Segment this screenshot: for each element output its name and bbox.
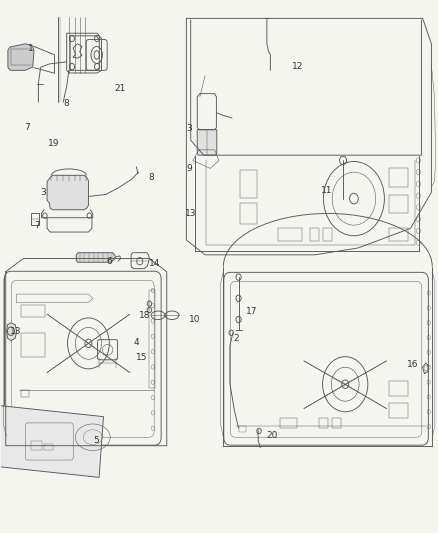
Bar — [31, 441, 42, 450]
Bar — [280, 418, 297, 428]
Text: 8: 8 — [148, 173, 155, 182]
Text: 4: 4 — [134, 338, 139, 348]
Bar — [319, 418, 328, 428]
Bar — [389, 195, 408, 214]
Text: 12: 12 — [292, 62, 303, 70]
Bar — [389, 381, 408, 396]
Bar — [21, 305, 45, 317]
Text: 1: 1 — [28, 44, 34, 53]
Text: 15: 15 — [136, 353, 147, 362]
Polygon shape — [47, 175, 88, 210]
Text: 20: 20 — [266, 431, 278, 440]
Bar — [323, 228, 332, 241]
Polygon shape — [7, 322, 17, 341]
Text: 8: 8 — [63, 99, 69, 108]
Bar — [389, 168, 408, 187]
Text: 13: 13 — [184, 209, 196, 218]
Text: 2: 2 — [233, 334, 239, 343]
Text: 7: 7 — [34, 221, 40, 230]
Bar — [21, 390, 29, 397]
Polygon shape — [8, 44, 34, 70]
Text: 3: 3 — [40, 188, 46, 197]
Polygon shape — [0, 406, 103, 478]
Text: 17: 17 — [245, 307, 257, 316]
Bar — [311, 228, 319, 241]
Text: 3: 3 — [187, 124, 192, 133]
Text: 18: 18 — [139, 311, 151, 320]
Text: 14: 14 — [149, 259, 160, 268]
Bar — [389, 403, 408, 418]
Text: 7: 7 — [24, 123, 29, 132]
Bar — [44, 444, 53, 450]
Text: 21: 21 — [114, 84, 125, 93]
Text: 19: 19 — [48, 139, 60, 148]
Polygon shape — [76, 253, 116, 262]
Text: 16: 16 — [406, 360, 418, 368]
Polygon shape — [197, 130, 217, 155]
Bar — [149, 290, 155, 389]
Text: 9: 9 — [187, 165, 192, 173]
Bar — [239, 425, 247, 432]
Bar — [278, 228, 302, 241]
Text: 11: 11 — [321, 185, 333, 195]
Bar — [240, 203, 257, 224]
Bar — [21, 333, 45, 357]
Text: 6: 6 — [106, 257, 112, 265]
Bar — [389, 228, 408, 241]
Bar — [332, 418, 341, 428]
Bar — [240, 170, 257, 198]
Text: 5: 5 — [93, 436, 99, 445]
Text: 10: 10 — [189, 315, 200, 324]
Text: 13: 13 — [10, 327, 21, 336]
Bar — [31, 214, 39, 225]
